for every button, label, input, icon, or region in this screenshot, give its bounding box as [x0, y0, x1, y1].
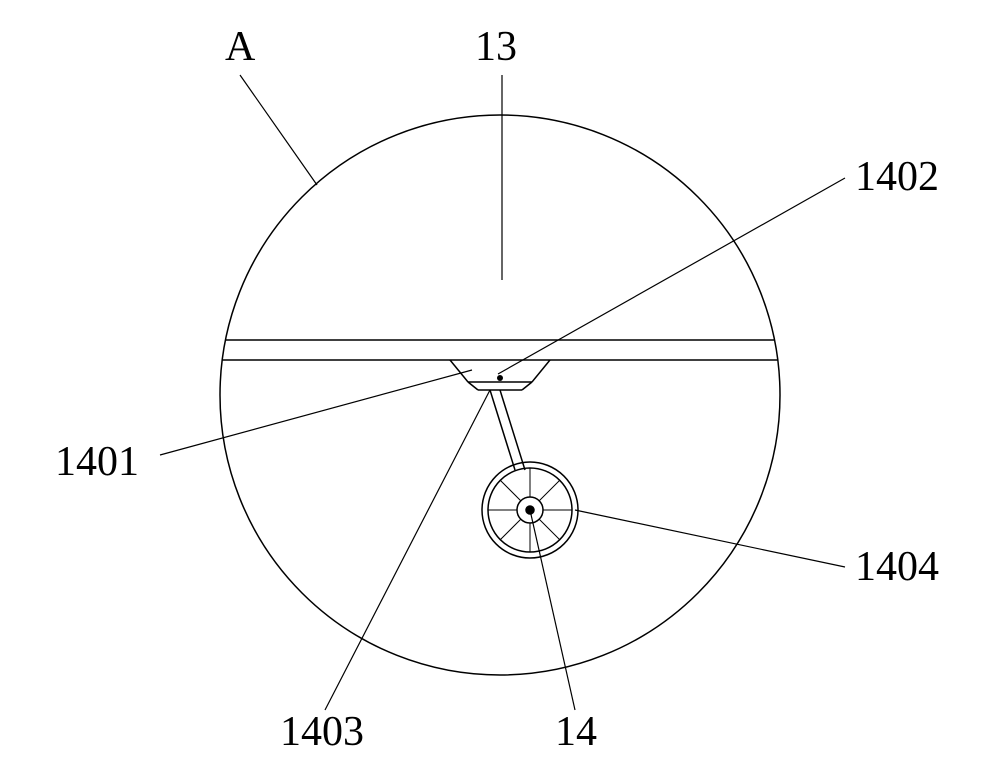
label-L1401: 1401	[55, 439, 139, 485]
label-L1403: 1403	[280, 709, 364, 755]
label-L14: 14	[555, 709, 597, 755]
label-L1404: 1404	[855, 544, 939, 590]
label-L1402: 1402	[855, 154, 939, 200]
technical-diagram: A 13 1402 1401 1404 1403 14	[0, 0, 1000, 771]
label-A: A	[225, 24, 256, 70]
label-L13: 13	[475, 24, 517, 70]
bracket-pivot-dot	[497, 375, 503, 381]
